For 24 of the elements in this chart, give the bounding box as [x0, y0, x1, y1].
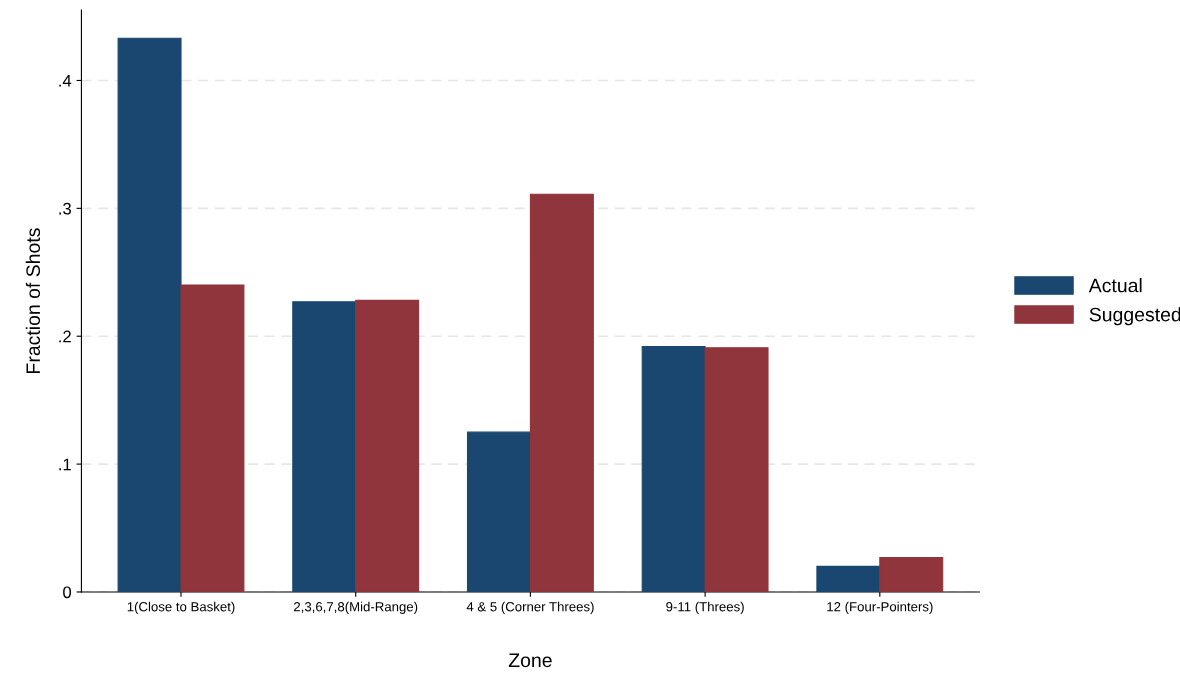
y-tick-label: 0	[63, 586, 72, 599]
bar	[529, 193, 594, 592]
x-axis-title: Zone	[508, 653, 552, 668]
x-tick-label: 12 (Four-Pointers)	[827, 601, 933, 614]
y-tick-label: .1	[59, 458, 71, 471]
bar	[355, 299, 420, 592]
y-tick-label: .4	[59, 75, 72, 87]
bar	[180, 284, 245, 592]
bar	[292, 301, 357, 592]
y-tick-label: .3	[59, 202, 71, 215]
x-tick-label: 1(Close to Basket)	[127, 601, 235, 614]
bar	[879, 556, 944, 592]
bar	[117, 37, 182, 592]
bar	[466, 431, 531, 592]
bar	[816, 565, 881, 592]
y-axis-title: Fraction of Shots	[25, 228, 41, 373]
x-tick-label: 9-11 (Threes)	[666, 601, 744, 614]
bar	[704, 347, 769, 592]
y-tick-label: .2	[59, 330, 71, 343]
x-tick-label: 2,3,6,7,8(Mid-Range)	[294, 601, 418, 614]
bar	[641, 345, 706, 592]
legend-label: Suggested	[1089, 307, 1180, 326]
legend-label: Actual	[1088, 278, 1142, 293]
x-tick-label: 4 & 5 (Corner Threes)	[466, 601, 594, 614]
